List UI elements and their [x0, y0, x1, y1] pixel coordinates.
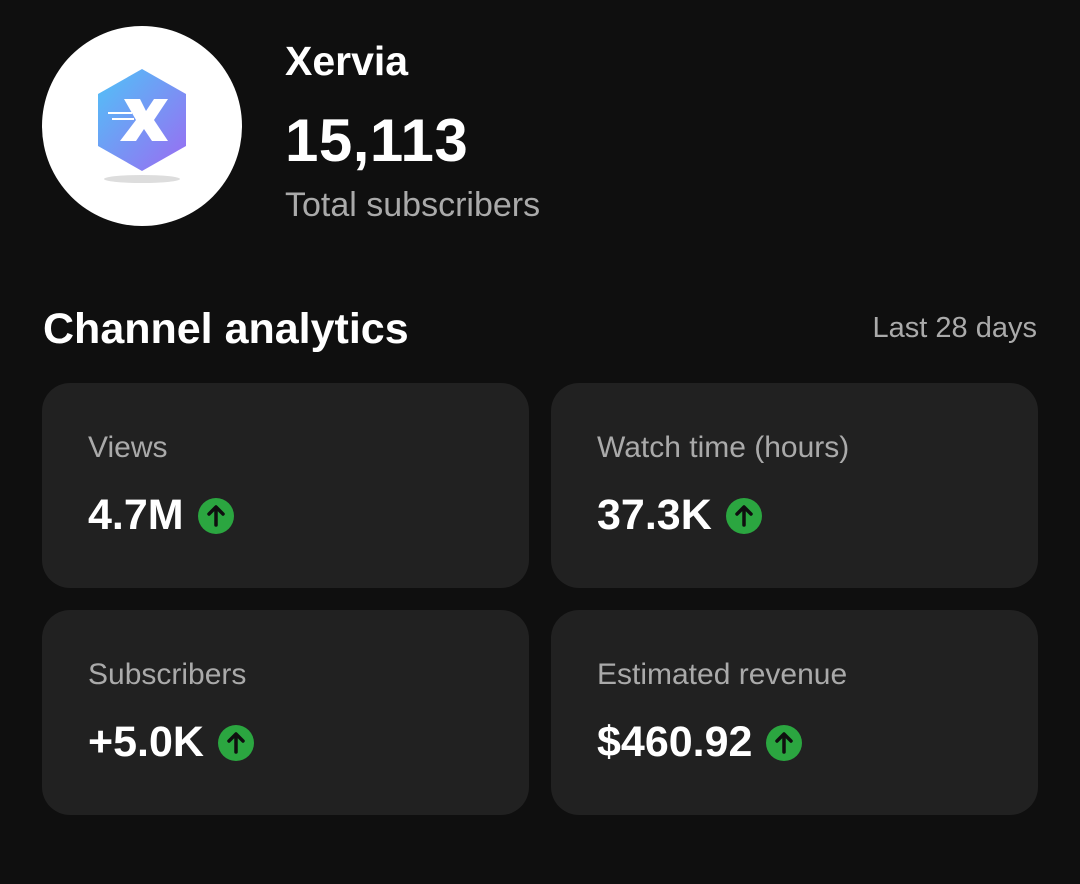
- metric-value: $460.92: [597, 718, 753, 766]
- metric-row: +5.0K: [88, 718, 254, 767]
- period: Last 28 days: [872, 312, 1037, 344]
- up-arrow: [217, 724, 254, 761]
- channel-logo: [98, 69, 186, 183]
- metric-card[interactable]: Estimated revenue $460.92: [551, 610, 1038, 815]
- subscriber-count: 15,113: [285, 107, 469, 174]
- up-arrow: [197, 497, 234, 534]
- metric-row: 4.7M: [88, 491, 234, 540]
- up-arrow: [725, 497, 762, 534]
- up-arrow: [766, 724, 803, 761]
- metric-value: 4.7M: [88, 491, 184, 539]
- metric-card[interactable]: Subscribers +5.0K: [42, 610, 529, 815]
- section-title: Channel analytics: [43, 305, 409, 353]
- metric-label: Views: [88, 431, 168, 464]
- metric-value: +5.0K: [88, 718, 204, 766]
- metric-value: 37.3K: [597, 491, 712, 539]
- metric-card[interactable]: Views 4.7M: [42, 383, 529, 588]
- metric-row: 37.3K: [597, 491, 762, 540]
- subscriber-label: Total subscribers: [285, 186, 541, 224]
- channel-avatar[interactable]: [42, 26, 242, 226]
- metric-card[interactable]: Watch time (hours) 37.3K: [551, 383, 1038, 588]
- metric-row: $460.92: [597, 718, 803, 767]
- metric-label: Estimated revenue: [597, 658, 848, 691]
- metric-label: Subscribers: [88, 658, 247, 691]
- channel-name: Xervia: [285, 38, 409, 84]
- metric-label: Watch time (hours): [597, 431, 850, 464]
